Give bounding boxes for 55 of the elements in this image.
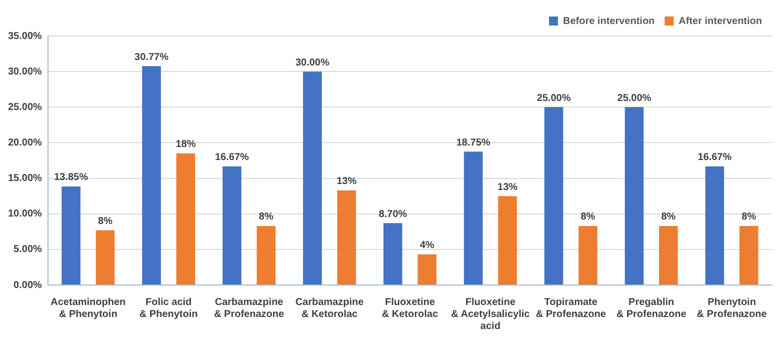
data-label: 8% (661, 212, 676, 223)
data-label: 30.77% (134, 52, 169, 63)
bar (142, 66, 161, 284)
x-tick-label: Fluoxetine & Ketorolac (382, 296, 438, 320)
bar (256, 226, 276, 284)
x-tick-label: Carbamazpine & Ketorolac (295, 296, 364, 320)
legend-label: Before intervention (562, 16, 655, 27)
bar (578, 226, 598, 284)
x-tick-label: Topiramate & Profenazone (536, 296, 606, 320)
bar (659, 226, 678, 284)
data-label: 4% (420, 240, 434, 252)
x-tick-label: Folic acid & Phenytoin (139, 296, 198, 320)
bar (418, 254, 436, 284)
y-tick-label: 15.00% (8, 173, 42, 184)
bar (544, 107, 564, 284)
x-tick-label: Phenytoin & Profenazone (696, 296, 768, 320)
x-tick-label: Pregablin & Profenazone (616, 296, 687, 320)
data-label: 16.67% (214, 152, 250, 164)
data-label: 13% (498, 182, 518, 193)
data-label: 25.00% (536, 92, 571, 104)
legend-label: After intervention (678, 16, 762, 27)
bar (303, 72, 322, 284)
data-label: 8% (258, 212, 274, 223)
data-label: 30.00% (295, 57, 330, 68)
bar (96, 230, 115, 284)
bar (705, 166, 724, 284)
y-tick-label: 10.00% (8, 208, 42, 220)
y-tick-label: 20.00% (8, 137, 42, 148)
bar (383, 223, 402, 284)
x-tick-label: Carbamazpine & Profenazone (214, 296, 284, 320)
bar (739, 226, 758, 284)
bar (498, 196, 517, 284)
data-label: 13.85% (54, 172, 88, 184)
bar (464, 152, 483, 284)
bar (222, 166, 242, 284)
data-label: 18% (176, 139, 196, 150)
data-label: 18.75% (456, 137, 490, 148)
y-tick-label: 0.00% (14, 280, 42, 291)
data-label: 25.00% (617, 92, 652, 104)
bar (624, 107, 644, 284)
y-tick-label: 5.00% (14, 244, 42, 256)
x-tick-label: Acetaminophen & Phenytoin (50, 296, 126, 320)
y-tick-label: 25.00% (8, 102, 42, 113)
data-label: 16.67% (698, 152, 732, 164)
data-label: 8% (98, 216, 113, 227)
y-tick-label: 30.00% (8, 66, 42, 78)
y-tick-label: 35.00% (8, 30, 42, 42)
bar (337, 190, 356, 284)
bar (176, 153, 196, 284)
data-label: 8.70% (378, 208, 408, 220)
data-label: 8% (742, 212, 756, 223)
x-tick-label: Fluoxetine & Acetylsalicylic acid (451, 296, 530, 332)
data-label: 8% (580, 212, 596, 223)
bar (62, 186, 80, 284)
data-label: 13% (336, 176, 357, 188)
